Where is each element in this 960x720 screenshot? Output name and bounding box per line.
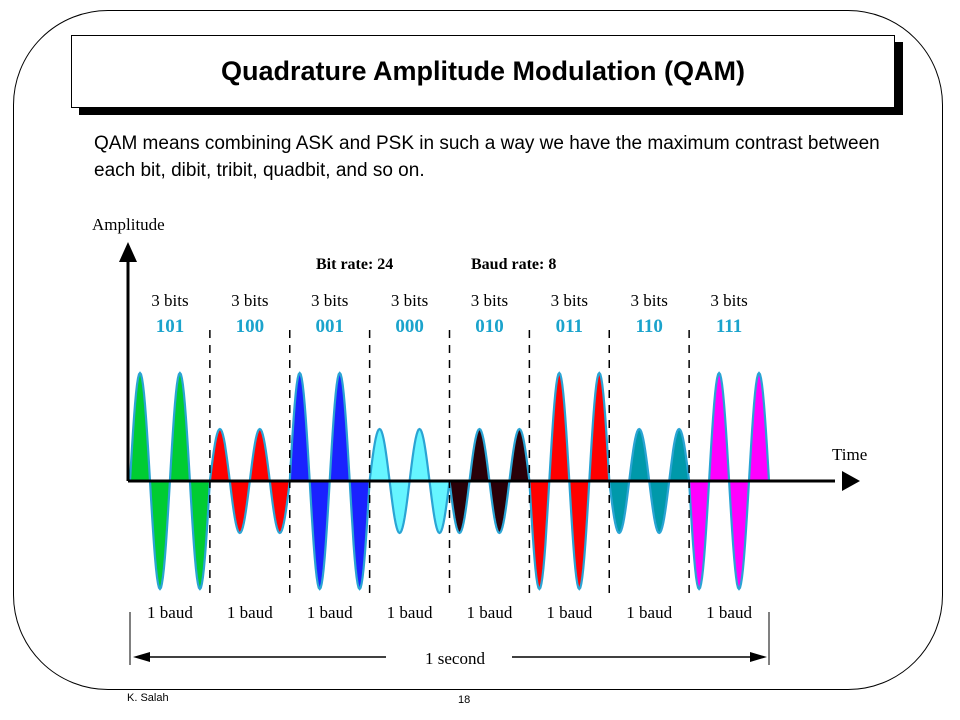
baud-label: 1 baud — [467, 603, 513, 622]
title-box: Quadrature Amplitude Modulation (QAM) — [71, 35, 895, 108]
bits-label: 3 bits — [231, 291, 268, 310]
baud-label: 1 baud — [626, 603, 672, 622]
slide-frame — [13, 10, 943, 690]
duration-arrowhead-right — [750, 652, 767, 662]
baud-label: 1 baud — [706, 603, 752, 622]
bit-code-label: 100 — [236, 316, 265, 337]
time-axis-label: Time — [832, 445, 867, 464]
bits-label: 3 bits — [311, 291, 348, 310]
duration-arrowhead-left — [133, 652, 150, 662]
bit-code-label: 101 — [156, 316, 185, 337]
footer-author: K. Salah — [127, 692, 169, 704]
baud-label: 1 baud — [546, 603, 592, 622]
bit-code-label: 011 — [556, 316, 583, 337]
bit-code-label: 000 — [395, 316, 424, 337]
bit-rate-label: Bit rate: 24 — [316, 256, 393, 273]
baud-rate-label: Baud rate: 8 — [471, 256, 556, 273]
time-axis-arrow — [842, 471, 860, 491]
bits-label: 3 bits — [391, 291, 428, 310]
intro-text: QAM means combining ASK and PSK in such … — [94, 133, 880, 181]
baud-dividers — [209, 330, 690, 600]
baud-label: 1 baud — [227, 603, 273, 622]
bit-code-label: 111 — [716, 316, 742, 337]
baud-label: 1 baud — [307, 603, 353, 622]
baud-label: 1 baud — [387, 603, 433, 622]
duration-label: 1 second — [425, 649, 485, 668]
bits-label: 3 bits — [710, 291, 747, 310]
amplitude-axis-label: Amplitude — [92, 215, 165, 234]
bit-code-label: 110 — [635, 316, 662, 337]
slide-title: Quadrature Amplitude Modulation (QAM) — [221, 56, 745, 86]
bit-code-label: 010 — [475, 316, 504, 337]
amplitude-axis-arrow — [119, 242, 137, 262]
baud-label: 1 baud — [147, 603, 193, 622]
bit-code-label: 001 — [315, 316, 344, 337]
bits-label: 3 bits — [151, 291, 188, 310]
page-number: 18 — [458, 694, 471, 706]
bits-label: 3 bits — [471, 291, 508, 310]
segment-labels: 3 bits 101 1 baud 3 bits 100 1 baud 3 bits 001 1… — [147, 291, 752, 622]
bits-label: 3 bits — [631, 291, 668, 310]
bits-label: 3 bits — [551, 291, 588, 310]
